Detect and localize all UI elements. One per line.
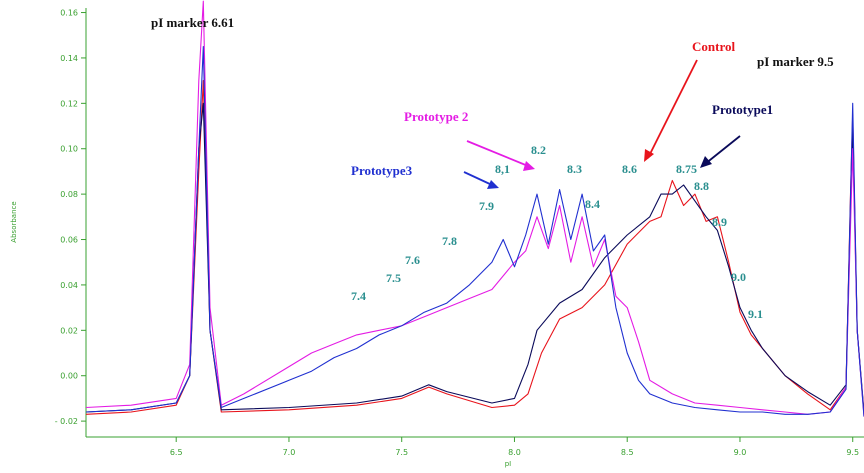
peak-label: 8.9 (712, 215, 727, 229)
peak-label: 8.6 (622, 162, 637, 176)
y-tick-label: 0.12 (60, 99, 78, 108)
y-tick-label: 0.06 (60, 236, 78, 245)
y-tick-label: 0.14 (60, 54, 78, 63)
x-tick-label: 8.5 (621, 448, 634, 457)
peak-label: 8.75 (676, 162, 697, 176)
control-arrow-head (644, 149, 654, 162)
y-axis-ticks: - 0.02 0.00 0.02 0.04 0.06 0.08 0.10 0.12 0.14 0.… (55, 9, 86, 426)
y-tick-label: 0.10 (60, 145, 78, 154)
x-tick-label: 9.0 (734, 448, 747, 457)
prototype2-arrow (466, 140, 529, 167)
x-tick-label: 7.0 (283, 448, 296, 457)
peak-label: 8.8 (694, 179, 709, 193)
peak-label: 9.0 (731, 270, 746, 284)
peak-labels: 7.4 7.5 7.6 7.8 7.9 8,1 8.2 8.3 8.4 8.6 … (351, 143, 763, 321)
series-line-control (85, 80, 864, 415)
y-tick-label: 0.00 (60, 372, 78, 381)
peak-label: 8.3 (567, 162, 582, 176)
series-line-prototype-2 (85, 0, 864, 417)
y-tick-label: 0.04 (60, 281, 78, 290)
prototype3-arrow (463, 171, 493, 186)
y-tick-label: 0.02 (60, 326, 78, 335)
annotation-arrows (463, 59, 741, 189)
x-axis-title: pI (505, 460, 512, 468)
prototype3-label: Prototype3 (351, 163, 413, 178)
prototype1-arrow-head (700, 156, 712, 168)
peak-label: 7.4 (351, 289, 366, 303)
prototype1-arrow (704, 135, 741, 165)
peak-label: 8.2 (531, 143, 546, 157)
prototype3-arrow-head (487, 180, 499, 189)
series-line-prototype1 (85, 102, 864, 413)
series-layer (85, 0, 864, 417)
x-axis-ticks: 6.5 7.0 7.5 8.0 8.5 9.0 9.5 (170, 437, 859, 457)
peak-label: 7.8 (442, 234, 457, 248)
y-tick-label: - 0.02 (55, 417, 78, 426)
y-tick-label: 0.08 (60, 190, 78, 199)
x-tick-label: 8.0 (508, 448, 521, 457)
y-axis-title: Absorbance (10, 201, 18, 242)
x-tick-label: 9.5 (846, 448, 859, 457)
series-line-prototype3 (85, 46, 864, 417)
y-tick-label: 0.16 (60, 9, 78, 18)
peak-label: 7.5 (386, 271, 401, 285)
prototype2-label: Prototype 2 (404, 109, 468, 124)
pi-marker-95-label: pI marker 9.5 (757, 54, 834, 69)
x-tick-label: 7.5 (395, 448, 408, 457)
peak-label: 7.9 (479, 199, 494, 213)
peak-label: 8,1 (495, 162, 510, 176)
peak-label: 9.1 (748, 307, 763, 321)
prototype1-label: Prototype1 (712, 102, 773, 117)
prototype2-arrow-head (523, 161, 535, 171)
control-label: Control (692, 39, 735, 54)
control-arrow (647, 59, 698, 159)
pi-marker-661-label: pI marker 6.61 (151, 15, 234, 30)
peak-label: 7.6 (405, 253, 420, 267)
x-tick-label: 6.5 (170, 448, 183, 457)
peak-label: 8.4 (585, 197, 600, 211)
